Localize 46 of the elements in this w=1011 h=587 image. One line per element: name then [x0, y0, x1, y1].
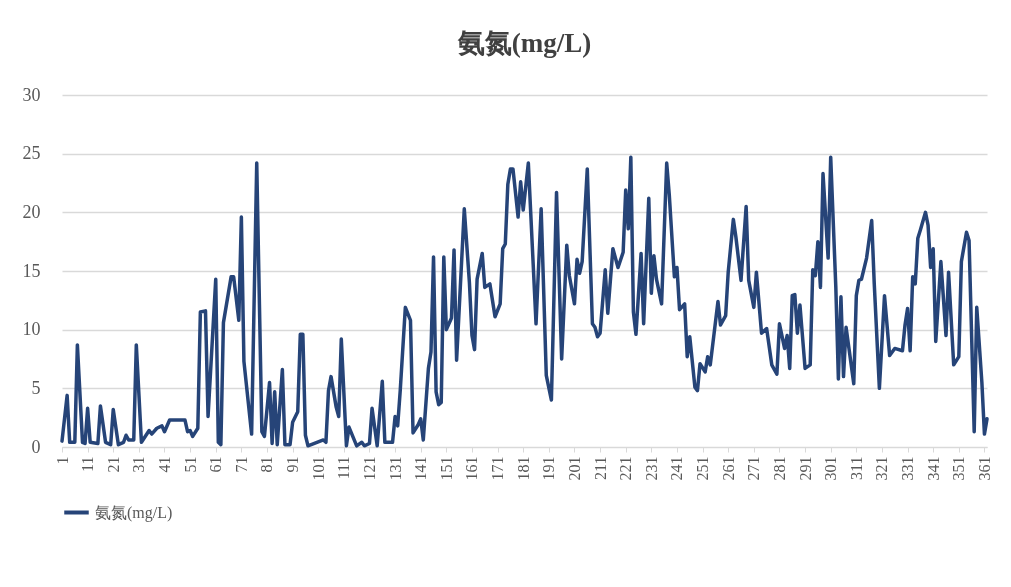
x-tick-label: 161	[463, 456, 481, 481]
x-tick-label: 111	[335, 456, 353, 480]
x-tick-label: 221	[617, 456, 635, 481]
x-tick-label: 191	[540, 456, 558, 481]
x-tick-label: 91	[284, 456, 302, 473]
x-tick-label: 141	[412, 456, 430, 481]
x-tick-label: 261	[719, 456, 737, 481]
x-tick-label: 181	[514, 456, 532, 481]
x-tick-label: 361	[975, 456, 993, 481]
x-tick-label: 81	[258, 456, 276, 473]
x-tick-label: 11	[79, 456, 97, 472]
x-tick-label: 311	[847, 456, 865, 480]
x-tick-label: 61	[207, 456, 225, 473]
x-tick-label: 41	[155, 456, 173, 473]
x-tick-label: 171	[489, 456, 507, 481]
x-tick-label: 341	[924, 456, 942, 481]
x-tick-label: 31	[130, 456, 148, 473]
y-tick-label: 30	[22, 84, 41, 105]
x-tick-label: 121	[360, 456, 378, 481]
x-tick-label: 211	[591, 456, 609, 480]
x-tick-label: 231	[642, 456, 660, 481]
x-tick-label: 281	[770, 456, 788, 481]
x-tick-label: 151	[437, 456, 455, 481]
x-tick-label: 291	[796, 456, 814, 481]
y-tick-label: 15	[22, 260, 41, 281]
chart-title: 氨氮(mg/L)	[456, 28, 592, 58]
x-tick-label: 271	[745, 456, 763, 481]
y-tick-label: 25	[22, 143, 41, 164]
x-tick-label: 351	[950, 456, 968, 481]
legend-label: 氨氮(mg/L)	[95, 503, 173, 522]
x-tick-label: 131	[386, 456, 404, 481]
y-tick-label: 20	[22, 201, 41, 222]
y-tick-label: 10	[22, 319, 41, 340]
y-tick-label: 5	[31, 377, 41, 398]
x-tick-label: 201	[565, 456, 583, 481]
x-tick-label: 321	[873, 456, 891, 481]
x-tick-label: 101	[309, 456, 327, 481]
y-tick-label: 0	[31, 436, 41, 457]
x-tick-label: 251	[694, 456, 712, 481]
x-tick-label: 1	[53, 456, 71, 465]
x-tick-label: 331	[899, 456, 917, 481]
x-tick-label: 21	[104, 456, 122, 473]
x-tick-label: 71	[232, 456, 250, 473]
x-tick-label: 51	[181, 456, 199, 473]
x-tick-label: 241	[668, 456, 686, 481]
x-tick-label: 301	[822, 456, 840, 481]
